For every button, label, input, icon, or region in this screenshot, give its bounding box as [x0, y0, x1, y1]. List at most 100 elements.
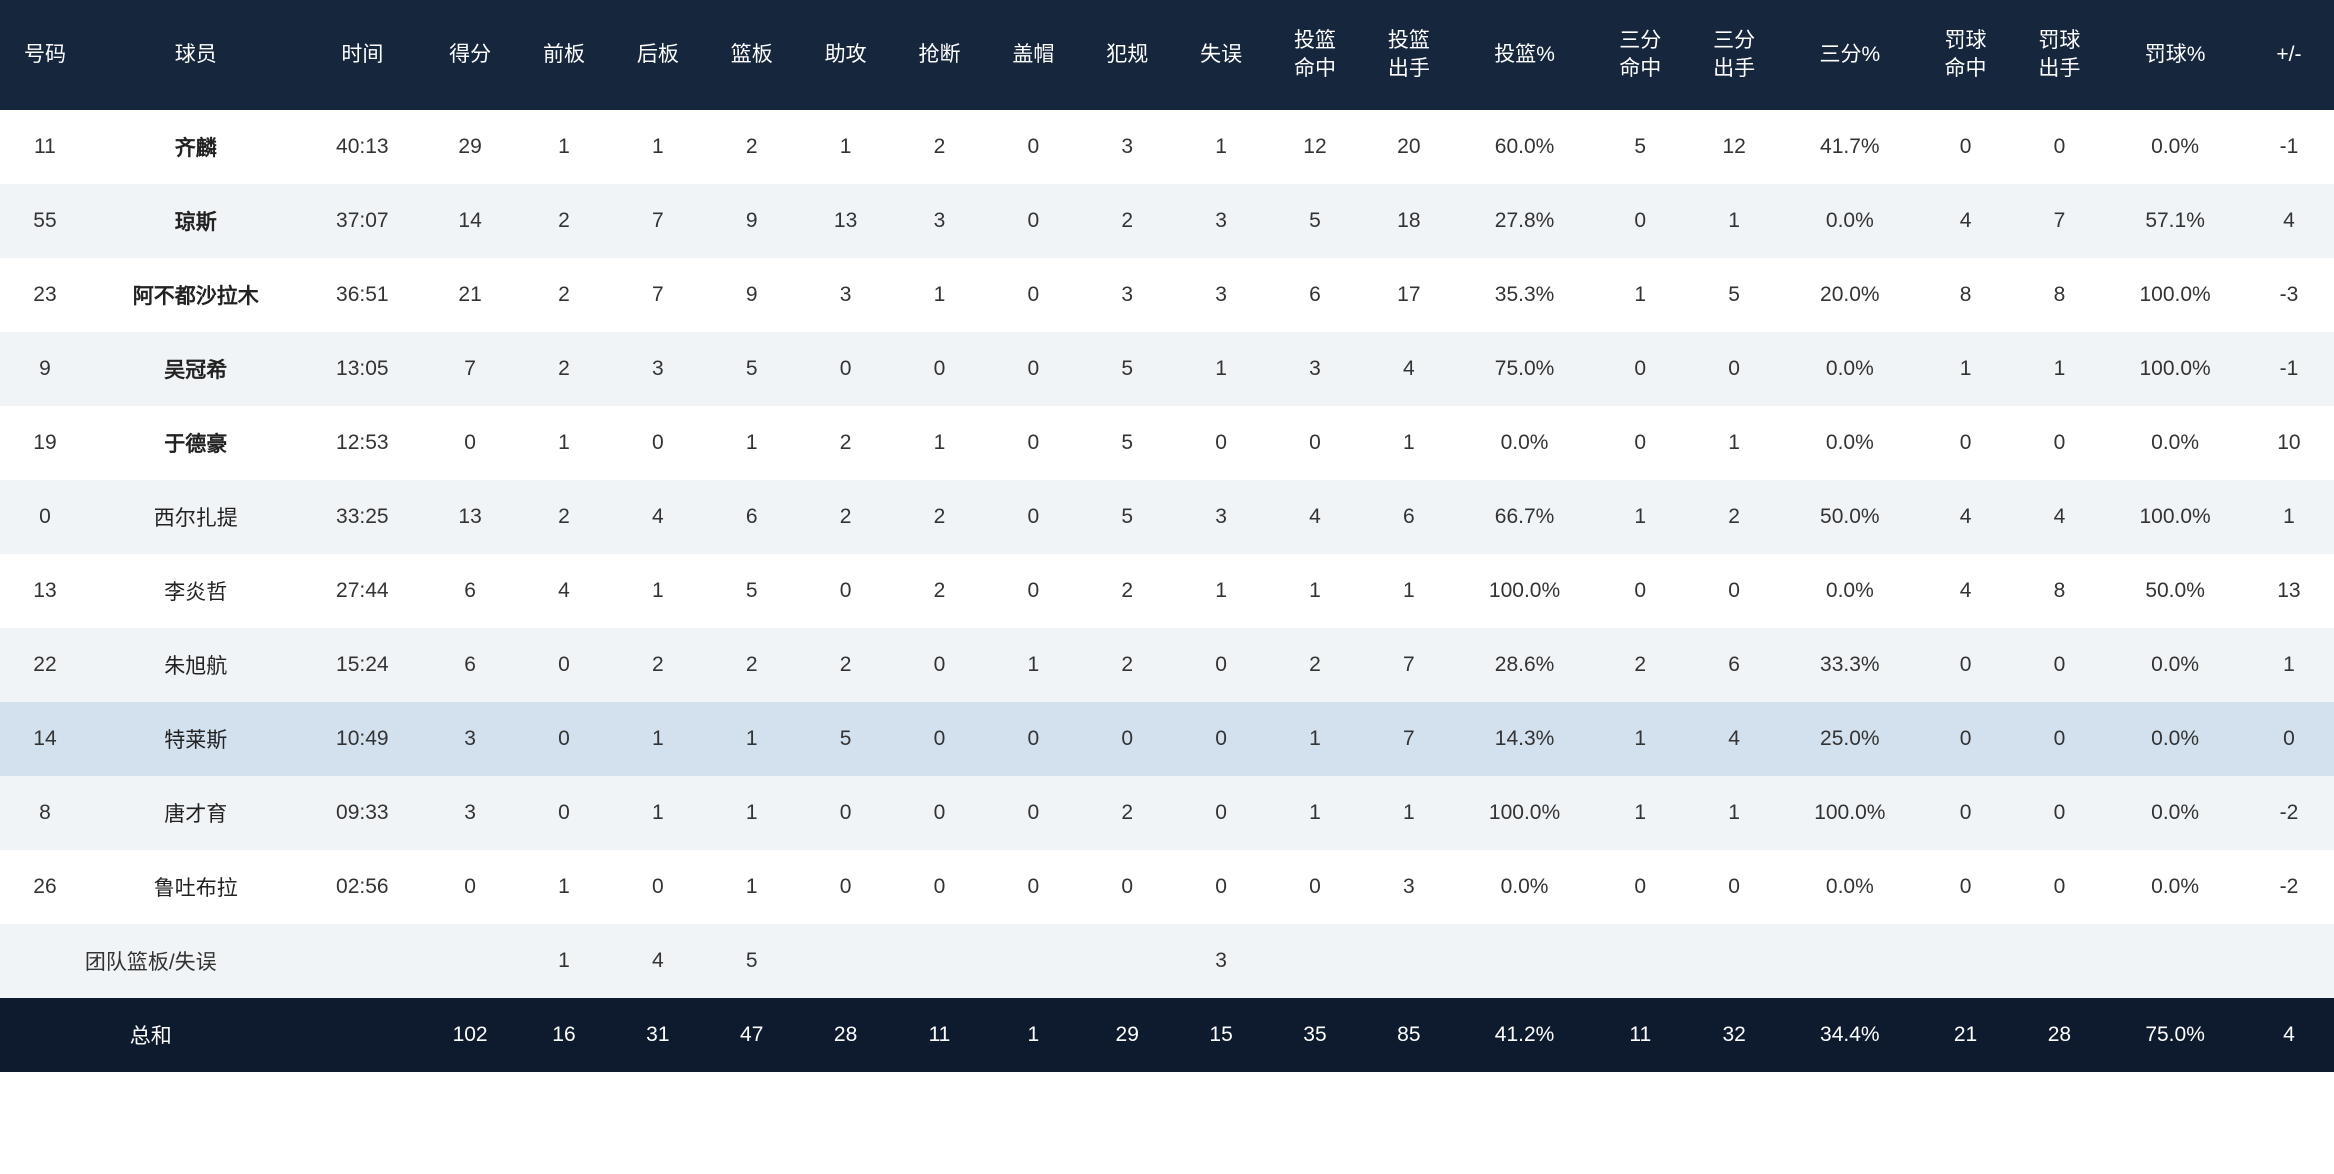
- cell-pts: 6: [423, 554, 517, 628]
- cell-fgm: 1: [1268, 554, 1362, 628]
- col-header-21[interactable]: +/-: [2244, 0, 2334, 110]
- cell-time: 13:05: [302, 332, 424, 406]
- cell-fgm: 5: [1268, 184, 1362, 258]
- cell-oreb: 1: [517, 110, 611, 184]
- cell-num: 26: [0, 850, 90, 924]
- cell-player[interactable]: 阿不都沙拉木: [90, 258, 302, 332]
- cell-tpp: 20.0%: [1781, 258, 1919, 332]
- cell-ast: 0: [799, 554, 893, 628]
- player-row: 55琼斯37:071427913302351827.8%010.0%4757.1…: [0, 184, 2334, 258]
- cell-tpm: 0: [1593, 332, 1687, 406]
- cell-to: 3: [1174, 258, 1268, 332]
- col-header-6[interactable]: 篮板: [705, 0, 799, 110]
- cell-tpa: 2: [1687, 480, 1781, 554]
- cell-ftm: 0: [1919, 776, 2013, 850]
- col-header-16[interactable]: 三分出手: [1687, 0, 1781, 110]
- cell-pts: 13: [423, 480, 517, 554]
- cell-blk: 0: [986, 110, 1080, 184]
- total-row: 总和102163147281112915358541.2%113234.4%21…: [0, 998, 2334, 1072]
- cell-fgm: 0: [1268, 850, 1362, 924]
- col-header-9[interactable]: 盖帽: [986, 0, 1080, 110]
- cell-oreb: 2: [517, 332, 611, 406]
- cell-dreb: 4: [611, 480, 705, 554]
- cell-ftm: 0: [1919, 702, 2013, 776]
- cell-pf: 2: [1080, 628, 1174, 702]
- col-header-4[interactable]: 前板: [517, 0, 611, 110]
- cell-tpa: 32: [1687, 998, 1781, 1072]
- cell-player[interactable]: 特莱斯: [90, 702, 302, 776]
- cell-oreb: 4: [517, 554, 611, 628]
- cell-player[interactable]: 于德豪: [90, 406, 302, 480]
- cell-fgp: 100.0%: [1456, 776, 1594, 850]
- cell-tpa: 0: [1687, 554, 1781, 628]
- cell-player[interactable]: 西尔扎提: [90, 480, 302, 554]
- cell-player[interactable]: 朱旭航: [90, 628, 302, 702]
- col-header-19[interactable]: 罚球出手: [2012, 0, 2106, 110]
- col-header-15[interactable]: 三分命中: [1593, 0, 1687, 110]
- cell-ftp: [2106, 924, 2244, 998]
- cell-to: 0: [1174, 776, 1268, 850]
- cell-num: 9: [0, 332, 90, 406]
- cell-time: 36:51: [302, 258, 424, 332]
- cell-num: 8: [0, 776, 90, 850]
- cell-player[interactable]: 李炎哲: [90, 554, 302, 628]
- cell-ast: 0: [799, 332, 893, 406]
- cell-ast: 1: [799, 110, 893, 184]
- cell-fgm: 35: [1268, 998, 1362, 1072]
- cell-num: 14: [0, 702, 90, 776]
- cell-num: 0: [0, 480, 90, 554]
- cell-player[interactable]: 鲁吐布拉: [90, 850, 302, 924]
- col-header-2[interactable]: 时间: [302, 0, 424, 110]
- cell-pm: 4: [2244, 184, 2334, 258]
- cell-to: 1: [1174, 554, 1268, 628]
- col-header-12[interactable]: 投篮命中: [1268, 0, 1362, 110]
- cell-blk: 1: [986, 998, 1080, 1072]
- cell-to: 0: [1174, 702, 1268, 776]
- cell-dreb: 1: [611, 776, 705, 850]
- cell-fgp: 75.0%: [1456, 332, 1594, 406]
- cell-pm: -1: [2244, 332, 2334, 406]
- col-header-13[interactable]: 投篮出手: [1362, 0, 1456, 110]
- col-header-10[interactable]: 犯规: [1080, 0, 1174, 110]
- col-header-7[interactable]: 助攻: [799, 0, 893, 110]
- cell-ftp: 0.0%: [2106, 110, 2244, 184]
- cell-blk: 0: [986, 554, 1080, 628]
- col-header-5[interactable]: 后板: [611, 0, 705, 110]
- cell-fga: 17: [1362, 258, 1456, 332]
- cell-oreb: 2: [517, 258, 611, 332]
- cell-num: 23: [0, 258, 90, 332]
- cell-fgp: 0.0%: [1456, 850, 1594, 924]
- col-header-20[interactable]: 罚球%: [2106, 0, 2244, 110]
- cell-stl: 2: [893, 480, 987, 554]
- cell-player[interactable]: 唐才育: [90, 776, 302, 850]
- cell-ftm: 21: [1919, 998, 2013, 1072]
- cell-reb: 2: [705, 110, 799, 184]
- cell-pm: 1: [2244, 480, 2334, 554]
- cell-blk: 1: [986, 628, 1080, 702]
- cell-tpa: [1687, 924, 1781, 998]
- col-header-3[interactable]: 得分: [423, 0, 517, 110]
- col-header-0[interactable]: 号码: [0, 0, 90, 110]
- cell-tpm: 5: [1593, 110, 1687, 184]
- cell-player[interactable]: 齐麟: [90, 110, 302, 184]
- cell-ftm: 4: [1919, 554, 2013, 628]
- col-header-17[interactable]: 三分%: [1781, 0, 1919, 110]
- col-header-14[interactable]: 投篮%: [1456, 0, 1594, 110]
- cell-time: 37:07: [302, 184, 424, 258]
- player-row: 8唐才育09:3330110002011100.0%11100.0%000.0%…: [0, 776, 2334, 850]
- col-header-8[interactable]: 抢断: [893, 0, 987, 110]
- cell-tpa: 1: [1687, 776, 1781, 850]
- col-header-11[interactable]: 失误: [1174, 0, 1268, 110]
- cell-player[interactable]: 琼斯: [90, 184, 302, 258]
- cell-ast: [799, 924, 893, 998]
- cell-player[interactable]: 吴冠希: [90, 332, 302, 406]
- player-row: 22朱旭航15:246022201202728.6%2633.3%000.0%1: [0, 628, 2334, 702]
- cell-dreb: 2: [611, 628, 705, 702]
- cell-oreb: 0: [517, 702, 611, 776]
- col-header-18[interactable]: 罚球命中: [1919, 0, 2013, 110]
- cell-pf: 5: [1080, 480, 1174, 554]
- cell-reb: 5: [705, 554, 799, 628]
- col-header-1[interactable]: 球员: [90, 0, 302, 110]
- cell-time: [302, 924, 424, 998]
- cell-pts: 6: [423, 628, 517, 702]
